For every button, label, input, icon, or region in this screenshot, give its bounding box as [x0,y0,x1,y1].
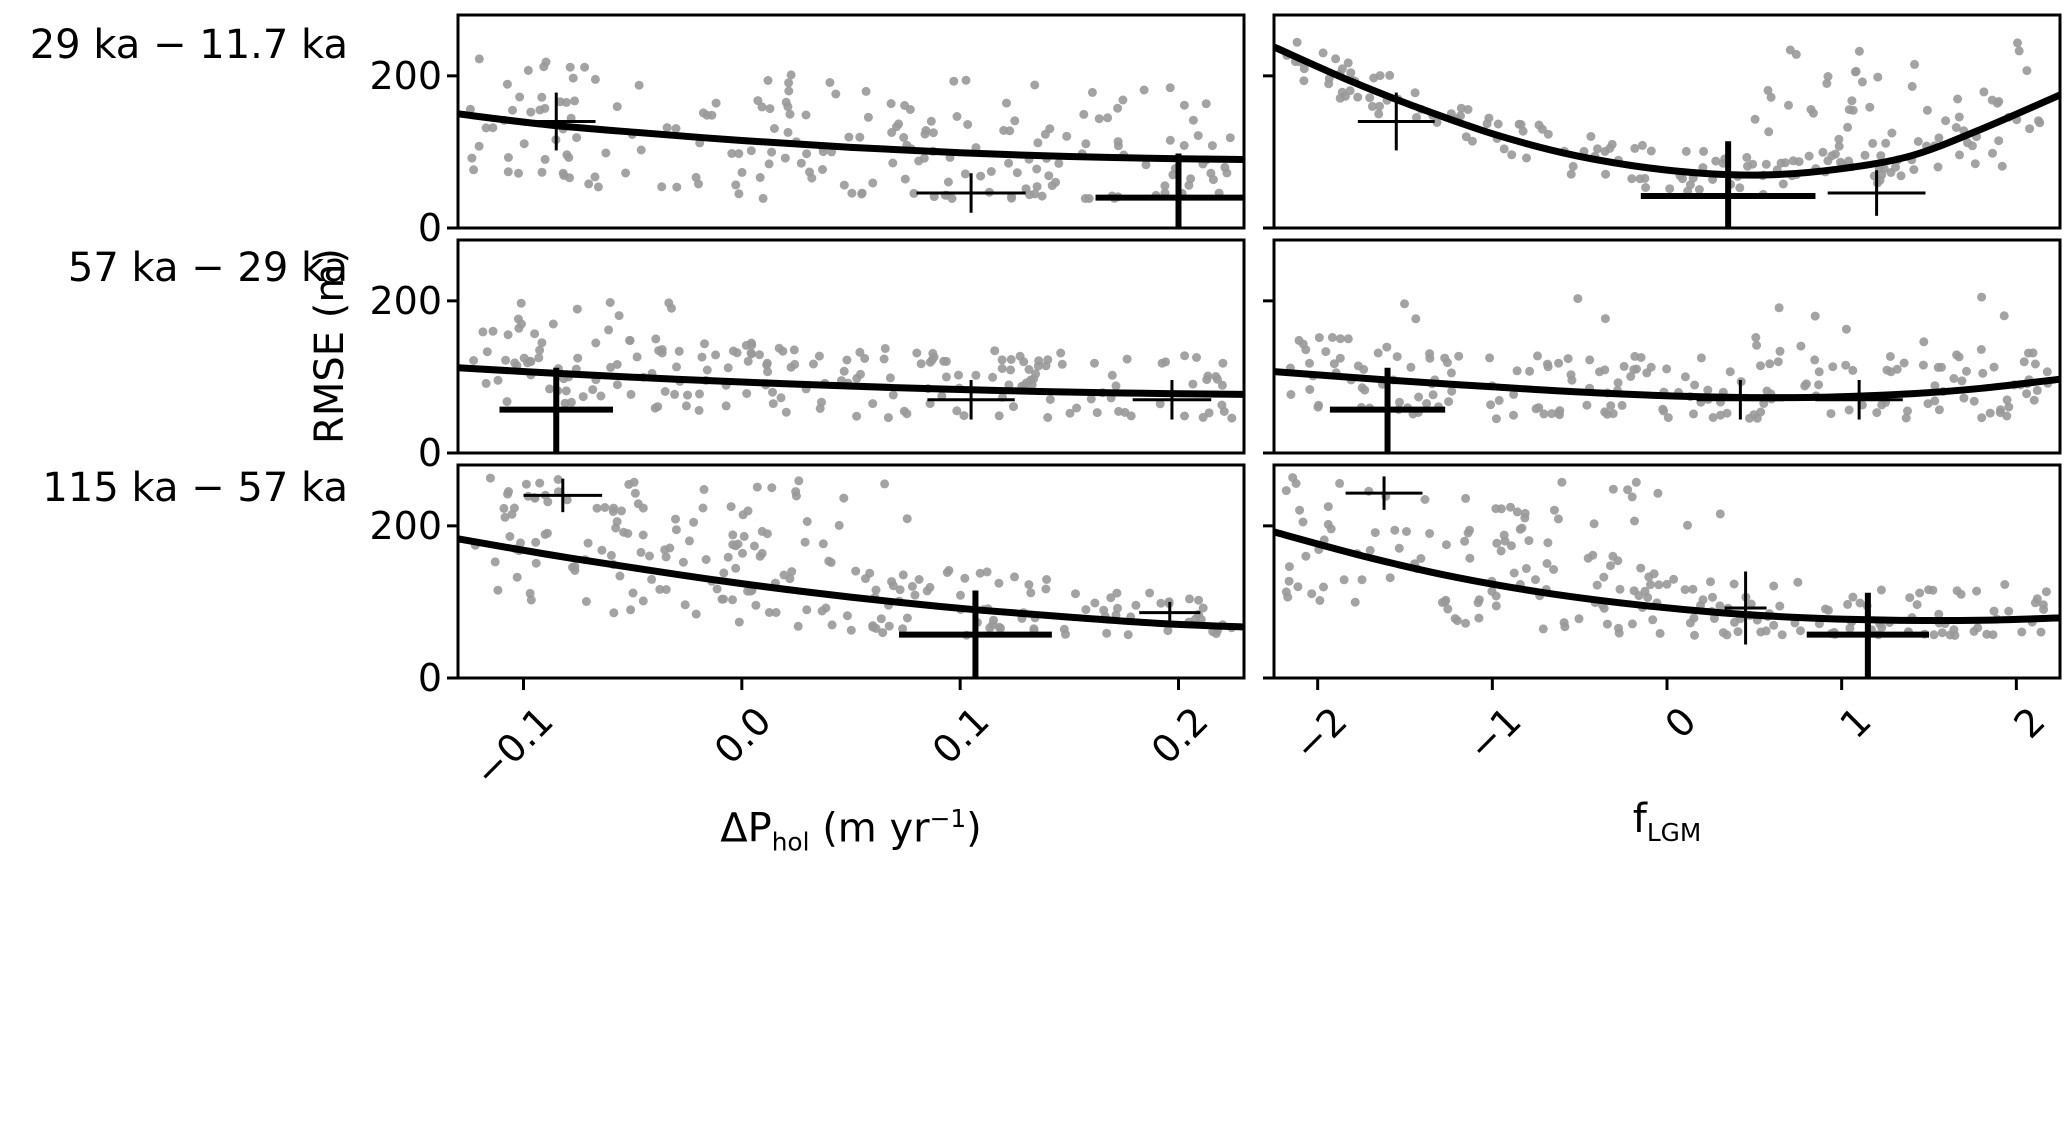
xlabel-left-end: ) [966,805,982,852]
scatter-points [465,54,1235,203]
errorbar-crosses [1345,476,1929,677]
y-tick-label: 0 [417,431,442,475]
y-tick-label: 200 [369,278,442,323]
panel-spines [456,238,1246,455]
x-axis-label-right: fLGM [1517,793,1817,847]
fit-curve [458,110,1244,163]
fit-curve [1274,43,2060,179]
scatter-points [1285,292,2053,424]
scatter-points [1281,473,2051,640]
fit-curve [458,535,1244,631]
y-tick-label: 0 [417,206,442,250]
errorbar-crosses [523,478,1201,678]
panel-spines [1272,463,2062,680]
x-axis-label-left: ΔPhol (m yr−1) [651,793,1051,856]
scatter-points [1282,37,2045,199]
scatter-points [470,473,1237,640]
errorbar-crosses [1329,367,1903,452]
xlabel-left-sub: hol [771,827,810,857]
panel-spines [456,463,1246,680]
fit-curve [1274,368,2060,402]
y-tick-label: 200 [369,503,442,548]
fit-curve [458,364,1244,398]
fit-curve [1274,528,2060,624]
panel-spines [1272,238,2062,455]
xlabel-left-base: ΔP [720,805,772,852]
panel-r2-c1 [1263,463,2062,690]
scatter-points [469,298,1237,423]
y-tick-label: 200 [369,53,442,98]
panel-r1-c1 [1263,238,2062,455]
panel-spines [456,13,1246,230]
errorbar-crosses [499,367,1212,452]
panel-spines [1272,13,2062,230]
row-label-period-2: 57 ka − 29 ka [67,245,348,291]
xlabel-right-base: f [1632,796,1647,842]
panel-r2-c0 [447,463,1246,690]
y-tick-label: 0 [417,656,442,700]
xlabel-left-sup: −1 [929,804,967,833]
xlabel-right-sub: LGM [1646,818,1702,847]
row-label-period-1: 29 ka − 11.7 ka [29,22,348,68]
panel-r1-c0 [447,238,1246,455]
errorbar-crosses [1357,92,1926,228]
xlabel-left-mid: (m yr [809,805,930,852]
panel-r0-c1 [1263,13,2062,230]
row-label-period-3: 115 ka − 57 ka [42,465,348,511]
panel-r0-c0 [447,13,1246,230]
